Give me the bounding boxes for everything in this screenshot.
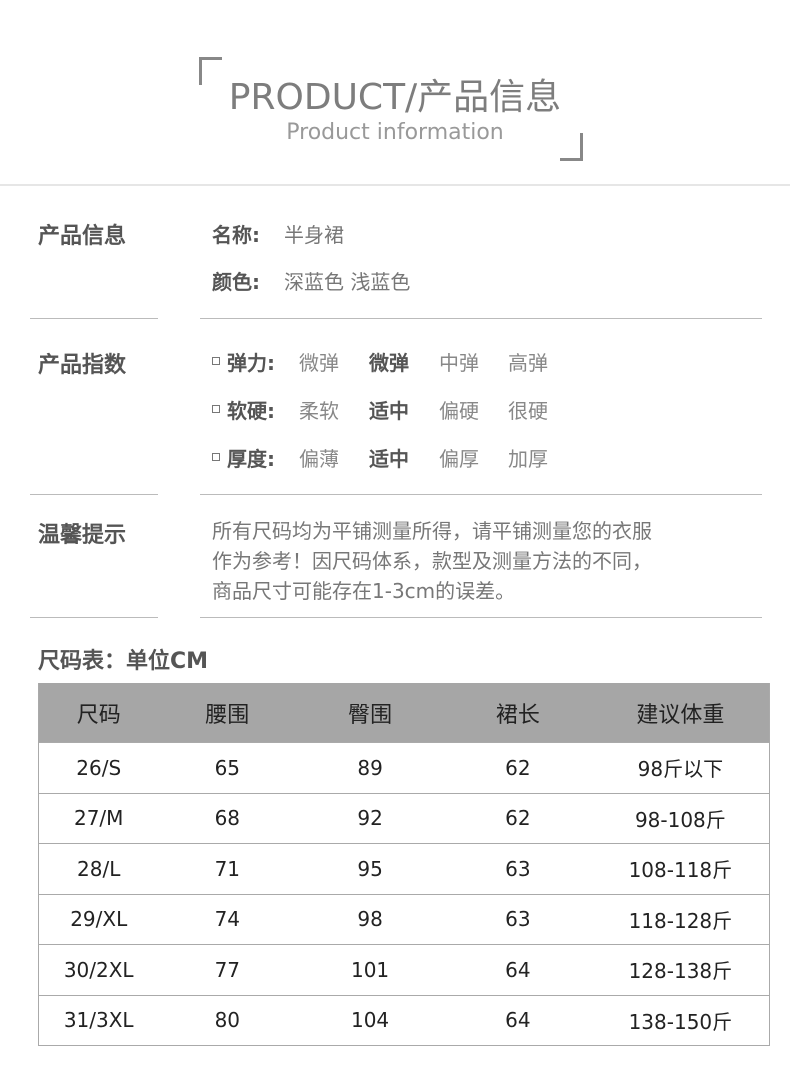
divider — [200, 617, 762, 618]
table-cell: 65 — [158, 742, 297, 794]
table-cell: 108-118斤 — [591, 843, 770, 895]
table-cell: 30/2XL — [38, 944, 159, 996]
table-cell: 63 — [443, 843, 592, 895]
section-product-info: 产品信息 — [38, 224, 127, 249]
table-cell: 29/XL — [38, 893, 159, 945]
table-header-row: 尺码 腰围 臀围 裙长 建议体重 — [38, 683, 770, 743]
index-label: 弹力: — [227, 351, 275, 375]
table-cell: 63 — [443, 893, 592, 945]
table-cell: 68 — [158, 792, 297, 844]
color-value: 深蓝色 浅蓝色 — [284, 270, 411, 294]
tips-line: 作为参考！因尺码体系，款型及测量方法的不同， — [212, 549, 652, 573]
table-cell: 104 — [296, 994, 444, 1046]
corner-bracket-top-left — [199, 57, 222, 85]
table-row: 26/S 65 89 62 98斤以下 — [38, 742, 770, 794]
index-option: 加厚 — [508, 447, 548, 471]
table-cell: 138-150斤 — [591, 994, 770, 1046]
divider — [30, 318, 158, 319]
color-label: 颜色: — [212, 270, 260, 294]
corner-bracket-bottom-right — [560, 133, 583, 161]
table-cell: 128-138斤 — [591, 944, 770, 996]
tips-text: 所有尺码均为平铺测量所得，请平铺测量您的衣服 作为参考！因尺码体系，款型及测量方… — [212, 516, 757, 606]
bullet-icon — [212, 405, 220, 413]
table-cell: 64 — [443, 994, 592, 1046]
table-cell: 31/3XL — [38, 994, 159, 1046]
table-cell: 98-108斤 — [591, 792, 770, 844]
section-product-index: 产品指数 — [38, 353, 127, 378]
table-row: 30/2XL 77 101 64 128-138斤 — [38, 944, 770, 996]
page-title: PRODUCT/产品信息 — [228, 77, 562, 118]
table-cell: 62 — [443, 792, 592, 844]
divider — [200, 318, 762, 319]
table-cell: 74 — [158, 893, 297, 945]
table-cell: 89 — [296, 742, 444, 794]
table-cell: 26/S — [38, 742, 159, 794]
table-cell: 28/L — [38, 843, 159, 895]
index-option: 高弹 — [508, 351, 548, 375]
page-subtitle: Product information — [286, 120, 504, 145]
index-option: 适中 — [369, 399, 409, 423]
table-row: 31/3XL 80 104 64 138-150斤 — [38, 994, 770, 1046]
index-option: 微弹 — [369, 351, 409, 375]
section-tips: 温馨提示 — [38, 523, 127, 548]
index-option: 偏硬 — [439, 399, 479, 423]
table-row: 28/L 71 95 63 108-118斤 — [38, 843, 770, 895]
index-option: 偏厚 — [439, 447, 479, 471]
tips-line: 商品尺寸可能存在1-3cm的误差。 — [212, 579, 516, 603]
size-table: 尺码 腰围 臀围 裙长 建议体重 26/S 65 89 62 98斤以下 27/M 68 92… — [38, 683, 770, 1046]
index-option: 微弹 — [299, 351, 339, 375]
index-option: 柔软 — [299, 399, 339, 423]
table-cell: 95 — [296, 843, 444, 895]
table-cell: 27/M — [38, 792, 159, 844]
divider — [0, 184, 790, 186]
bullet-icon — [212, 357, 220, 365]
divider — [30, 617, 158, 618]
table-cell: 71 — [158, 843, 297, 895]
column-header: 裙长 — [443, 683, 592, 743]
table-cell: 77 — [158, 944, 297, 996]
table-row: 29/XL 74 98 63 118-128斤 — [38, 893, 770, 945]
index-option: 适中 — [369, 447, 409, 471]
name-label: 名称: — [212, 223, 260, 247]
index-option: 很硬 — [508, 399, 548, 423]
size-table-title: 尺码表：单位CM — [38, 649, 209, 674]
table-cell: 80 — [158, 994, 297, 1046]
table-cell: 64 — [443, 944, 592, 996]
divider — [200, 494, 762, 495]
table-cell: 118-128斤 — [591, 893, 770, 945]
column-header: 腰围 — [158, 683, 297, 743]
table-cell: 98斤以下 — [591, 742, 770, 794]
index-label: 厚度: — [227, 447, 275, 471]
table-cell: 62 — [443, 742, 592, 794]
table-cell: 101 — [296, 944, 444, 996]
index-option: 偏薄 — [299, 447, 339, 471]
column-header: 尺码 — [38, 683, 159, 743]
index-label: 软硬: — [227, 399, 275, 423]
divider — [30, 494, 158, 495]
index-option: 中弹 — [439, 351, 479, 375]
tips-line: 所有尺码均为平铺测量所得，请平铺测量您的衣服 — [212, 519, 652, 543]
name-value: 半身裙 — [284, 223, 344, 247]
bullet-icon — [212, 453, 220, 461]
table-row: 27/M 68 92 62 98-108斤 — [38, 792, 770, 844]
table-cell: 92 — [296, 792, 444, 844]
table-cell: 98 — [296, 893, 444, 945]
column-header: 建议体重 — [591, 683, 770, 743]
column-header: 臀围 — [296, 683, 444, 743]
